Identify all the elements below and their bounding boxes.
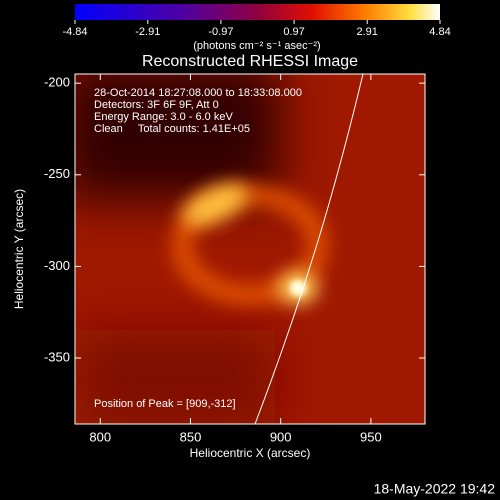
plot-frame (74, 73, 426, 425)
annotation: Detectors: 3F 6F 9F, Att 0 (94, 99, 219, 111)
y-tick-label: -300 (44, 258, 70, 273)
y-tick-label: -250 (44, 166, 70, 181)
colorbar-tick-label: 4.84 (429, 26, 450, 38)
colorbar-tick-label: -4.84 (62, 26, 87, 38)
annotation: Energy Range: 3.0 - 6.0 keV (94, 111, 233, 123)
annotation: Position of Peak = [909,-312] (94, 398, 236, 410)
x-tick-label: 850 (180, 429, 202, 444)
x-tick-label: 900 (270, 429, 292, 444)
y-axis-label: Heliocentric Y (arcsec) (12, 189, 26, 309)
colorbar-label: (photons cm⁻² s⁻¹ asec⁻²) (193, 40, 320, 52)
colorbar-tick-label: -0.97 (208, 26, 233, 38)
y-tick-label: -200 (44, 75, 70, 90)
annotation: Clean Total counts: 1.41E+05 (94, 123, 250, 135)
annotation: 28-Oct-2014 18:27:08.000 to 18:33:08.000 (94, 87, 302, 99)
chart-title: Reconstructed RHESSI Image (142, 53, 358, 70)
x-axis-label: Heliocentric X (arcsec) (190, 446, 311, 460)
colorbar-tick-label: -2.91 (135, 26, 160, 38)
x-tick-label: 800 (89, 429, 111, 444)
colorbar-tick-label: 0.97 (283, 26, 304, 38)
y-tick-label: -350 (44, 349, 70, 364)
footer: 18-May-2022 19:42 (374, 481, 496, 497)
image (75, 74, 425, 424)
colorbar-tick-label: 2.91 (357, 26, 378, 38)
colorbar (75, 4, 440, 20)
x-tick-label: 950 (360, 429, 382, 444)
